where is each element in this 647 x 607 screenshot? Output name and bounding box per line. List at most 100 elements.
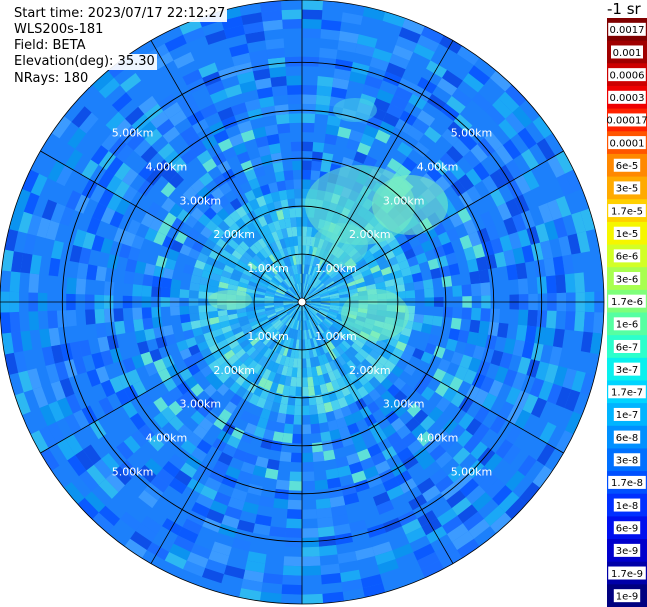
data-cell (138, 489, 158, 509)
data-cell (296, 377, 302, 387)
data-cell (309, 357, 316, 368)
data-cell (320, 322, 329, 331)
data-cell (334, 333, 345, 343)
data-cell (503, 249, 516, 266)
data-cell (351, 61, 370, 76)
data-cell (305, 358, 312, 368)
data-cell (265, 38, 285, 50)
data-cell (244, 98, 261, 112)
data-cell (179, 289, 190, 299)
data-cell (150, 475, 169, 493)
data-cell (295, 207, 302, 218)
data-cell (338, 30, 359, 44)
data-cell (101, 131, 120, 151)
data-cell (190, 410, 205, 425)
data-cell (341, 578, 363, 592)
data-cell (379, 403, 393, 417)
data-cell (471, 92, 493, 112)
data-cell (442, 515, 463, 535)
data-cell (352, 378, 364, 391)
data-cell (21, 169, 40, 193)
data-cell (309, 265, 315, 276)
data-cell (268, 181, 279, 194)
data-cell (400, 327, 412, 337)
data-cell (269, 280, 279, 288)
data-cell (251, 322, 262, 331)
data-cell (255, 396, 267, 409)
data-cell (368, 349, 381, 361)
data-cell (203, 397, 218, 411)
data-cell (432, 368, 447, 383)
data-cell (262, 272, 273, 281)
data-cell (231, 249, 243, 260)
data-cell (363, 124, 379, 139)
colorbar-label-bg (608, 90, 646, 104)
data-cell (36, 217, 51, 239)
data-cell (86, 464, 106, 486)
data-cell (273, 303, 284, 307)
data-cell (316, 283, 325, 291)
data-cell (262, 224, 272, 236)
data-cell (106, 254, 119, 270)
colorbar-label-bg (608, 68, 646, 82)
data-cell (229, 197, 242, 211)
data-cell (288, 287, 296, 296)
data-cell (268, 143, 281, 155)
data-cell (161, 277, 172, 289)
data-cell (320, 302, 331, 305)
data-cell (248, 177, 261, 190)
data-cell (183, 560, 206, 577)
data-cell (95, 322, 107, 339)
data-cell (451, 497, 472, 516)
data-cell (284, 414, 295, 425)
data-cell (555, 195, 572, 218)
colorbar-label-bg (613, 498, 641, 512)
data-cell (311, 303, 321, 307)
data-cell (332, 77, 350, 90)
data-cell (202, 157, 217, 173)
data-cell (217, 195, 230, 209)
colorbar-label-bg (608, 22, 646, 36)
data-cell (208, 550, 230, 566)
data-cell (126, 219, 141, 235)
data-cell (442, 69, 463, 89)
data-cell (424, 126, 442, 143)
colorbar-tick-label: 1e-6 (616, 320, 639, 331)
data-cell (182, 329, 195, 340)
data-cell (247, 261, 258, 271)
data-cell (462, 511, 484, 532)
data-cell (196, 439, 212, 455)
data-cell (341, 270, 352, 279)
data-cell (503, 369, 518, 387)
data-cell (274, 171, 285, 182)
range-ring-label: 1.00km (247, 262, 289, 275)
data-cell (304, 320, 308, 331)
data-cell (337, 40, 357, 53)
data-cell (246, 221, 257, 234)
data-cell (261, 320, 271, 329)
data-cell (473, 388, 489, 406)
data-cell (254, 297, 265, 301)
data-cell (442, 169, 459, 186)
data-cell (91, 352, 105, 370)
data-cell (196, 149, 212, 165)
data-cell (442, 306, 453, 318)
colorbar-units-title: -1 sr (607, 0, 641, 18)
data-cell (149, 348, 162, 363)
data-cell (126, 132, 145, 151)
data-cell (439, 152, 457, 170)
data-cell (307, 286, 315, 295)
colorbar-label-bg (613, 181, 641, 195)
data-cell (535, 361, 550, 381)
data-cell (380, 266, 392, 276)
data-cell (305, 329, 310, 340)
data-cell (160, 287, 171, 298)
colorbar-tick-label: 1.7e-6 (611, 297, 643, 308)
data-cell (287, 198, 296, 209)
data-cell (50, 380, 66, 401)
data-cell (364, 278, 376, 287)
data-cell (536, 443, 556, 466)
data-cell (170, 279, 182, 290)
data-cell (402, 274, 414, 284)
data-cell (119, 125, 139, 145)
